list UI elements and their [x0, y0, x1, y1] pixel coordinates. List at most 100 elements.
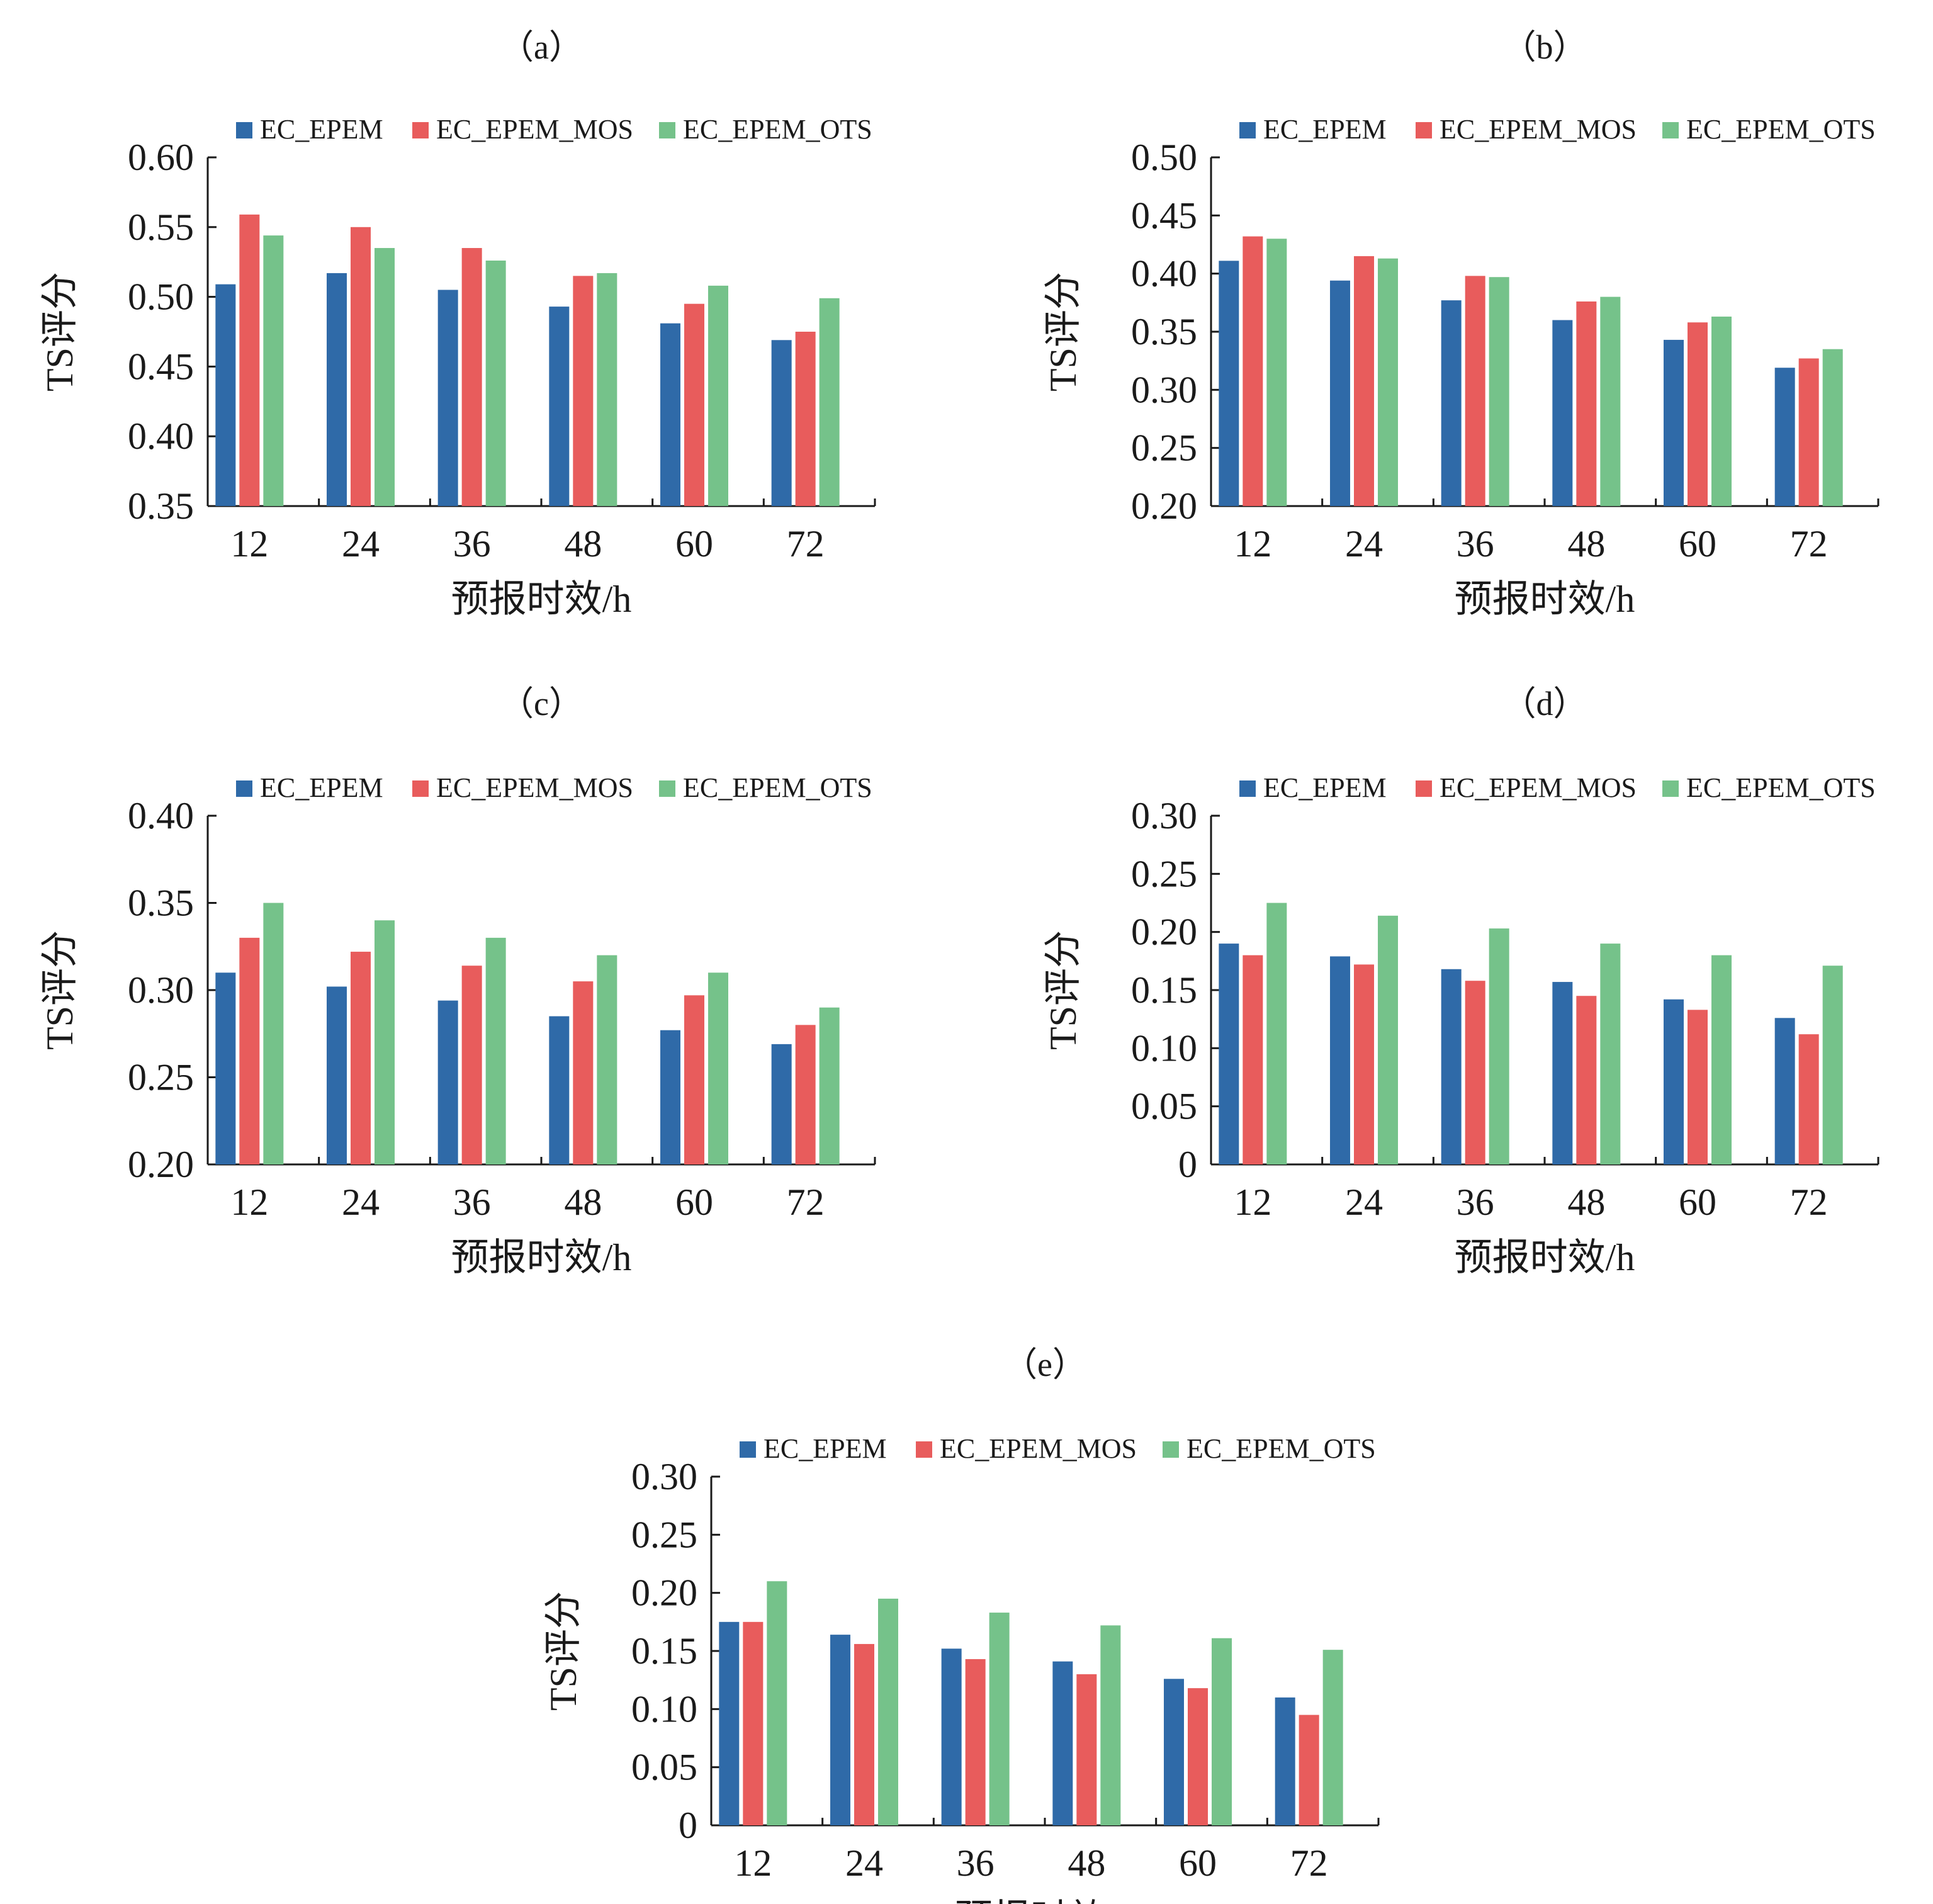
bar [1243, 955, 1263, 1164]
bar [351, 227, 371, 506]
bar [854, 1643, 874, 1825]
y-tick-label: 0.15 [631, 1630, 697, 1672]
y-tick-label: 0.35 [1131, 311, 1197, 352]
bar [1774, 1018, 1795, 1164]
y-axis-title: TS评分 [1042, 272, 1084, 392]
y-tick-label: 0.60 [128, 137, 194, 178]
bar [263, 903, 284, 1164]
y-tick-label: 0.25 [1131, 427, 1197, 469]
y-tick-label: 0.55 [128, 206, 194, 248]
x-tick-label: 72 [1790, 1181, 1828, 1223]
y-tick-label: 0.40 [128, 795, 194, 837]
bar [549, 1016, 570, 1164]
chart-panel: （d） EC_EPEM EC_EPEM_MOS EC_EPEM_OTS 0.30 0.25… [1042, 685, 1879, 1278]
bar [708, 285, 728, 506]
x-tick-label: 60 [675, 523, 713, 565]
x-tick-label: 24 [845, 1842, 883, 1884]
bar [1076, 1674, 1097, 1825]
bar [573, 981, 594, 1164]
legend-label: EC_EPEM_MOS [1440, 114, 1637, 145]
bar [1275, 1697, 1295, 1825]
y-tick-label: 0.20 [128, 1144, 194, 1185]
panel-label: （e） [1003, 1346, 1086, 1383]
legend-swatch [659, 122, 675, 138]
bar [597, 273, 617, 506]
y-tick-label: 0.30 [1131, 369, 1197, 410]
x-tick-label: 72 [787, 1181, 825, 1223]
x-tick-label: 12 [1234, 523, 1271, 565]
panel-label: （c） [500, 685, 583, 723]
bar [1212, 1638, 1232, 1825]
bar [830, 1635, 850, 1825]
x-tick-label: 24 [1345, 523, 1383, 565]
legend-label: EC_EPEM_OTS [1686, 114, 1876, 145]
bar [1600, 296, 1621, 506]
bar [549, 307, 570, 506]
bar [375, 248, 395, 506]
x-tick-label: 36 [957, 1842, 995, 1884]
y-tick-label: 0.45 [128, 346, 194, 387]
legend-swatch [236, 780, 252, 797]
bar [1798, 358, 1819, 506]
chart-panel: （b） EC_EPEM EC_EPEM_MOS EC_EPEM_OTS 0.50 0.45… [1042, 28, 1879, 620]
y-axis-title: TS评分 [39, 930, 81, 1050]
bar [1052, 1661, 1073, 1825]
y-tick-label: 0.15 [1131, 969, 1197, 1011]
legend-label: EC_EPEM_OTS [1186, 1433, 1376, 1464]
bar [1330, 956, 1350, 1164]
bar [1664, 999, 1684, 1164]
x-tick-label: 36 [453, 523, 491, 565]
bar [485, 260, 506, 506]
x-tick-label: 72 [1290, 1842, 1328, 1884]
x-axis-title: 预报时效/h [451, 578, 632, 620]
bar [684, 303, 704, 506]
bar [1378, 258, 1398, 506]
bar [1465, 276, 1485, 506]
bar [743, 1621, 764, 1825]
bar [771, 340, 792, 506]
x-tick-label: 12 [734, 1842, 772, 1884]
bar [327, 986, 347, 1164]
x-tick-label: 12 [1234, 1181, 1271, 1223]
bar [239, 214, 260, 506]
y-tick-label: 0 [1178, 1144, 1197, 1185]
bar [819, 1007, 840, 1164]
bar [485, 937, 506, 1164]
bar [767, 1581, 787, 1825]
bar [989, 1613, 1010, 1825]
y-axis-title: TS评分 [39, 272, 81, 392]
bar [351, 952, 371, 1164]
bar [1688, 322, 1708, 506]
legend-swatch [916, 1441, 932, 1458]
x-tick-label: 36 [453, 1181, 491, 1223]
legend-swatch [1239, 780, 1256, 797]
legend-label: EC_EPEM_MOS [940, 1433, 1137, 1464]
bar [461, 248, 482, 506]
bar [1774, 368, 1795, 506]
bar [1299, 1715, 1319, 1825]
y-tick-label: 0.30 [1131, 795, 1197, 837]
x-tick-label: 12 [230, 1181, 268, 1223]
bar [1322, 1650, 1343, 1825]
bar [263, 235, 284, 506]
bar [1354, 256, 1374, 506]
y-tick-label: 0.30 [631, 1456, 697, 1497]
legend-swatch [412, 122, 429, 138]
x-tick-label: 60 [1179, 1842, 1217, 1884]
bar [327, 273, 347, 506]
legend-label: EC_EPEM_OTS [683, 114, 872, 145]
legend-label: EC_EPEM_MOS [436, 772, 633, 803]
bar [819, 298, 840, 506]
bar [239, 937, 260, 1164]
bar [1378, 915, 1398, 1164]
y-tick-label: 0.25 [1131, 853, 1197, 894]
bar [1576, 996, 1597, 1164]
bar [1576, 301, 1597, 506]
bar [437, 1000, 458, 1164]
legend-swatch [659, 780, 675, 797]
legend-swatch [1163, 1441, 1179, 1458]
x-axis-title: 预报时效/h [1455, 1237, 1635, 1278]
legend-swatch [412, 780, 429, 797]
bar [1330, 280, 1350, 506]
